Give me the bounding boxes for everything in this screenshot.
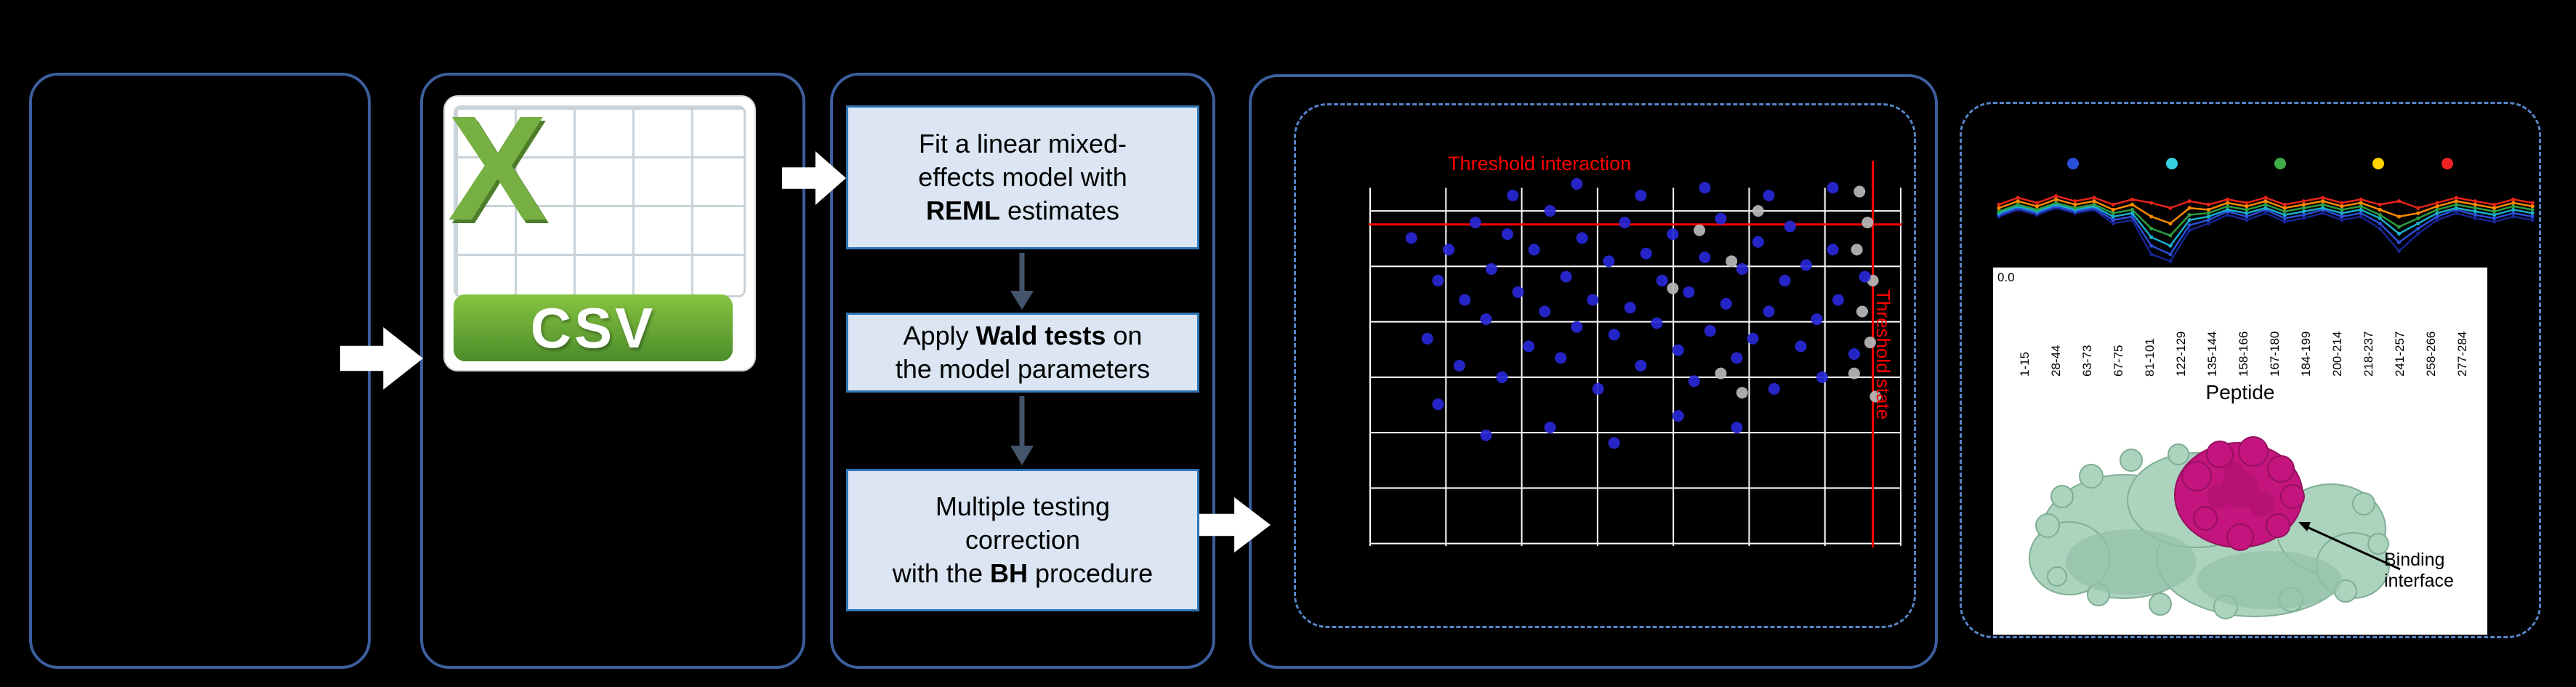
down-arrow-icon — [1010, 253, 1034, 310]
panel-results-scatter — [1249, 74, 1938, 669]
peptide-ticks: 1-15 28-44 63-73 67-75 81-101 122-129 135-144 1… — [2018, 331, 2469, 377]
step-wald-tests-box: Apply Wald tests on the model parameters — [846, 313, 1199, 393]
step-fit-reml-box: Fit a linear mixed-effects model with REM… — [846, 105, 1199, 249]
csv-file-icon: X CSV — [443, 87, 756, 371]
binding-interface-line1: Binding — [2384, 550, 2445, 570]
spreadsheet-grid — [454, 105, 746, 297]
peptide-axis-label: Peptide — [2205, 381, 2275, 403]
csv-banner: CSV — [454, 294, 733, 361]
threshold-state-label: Threshold state — [1872, 289, 1894, 420]
csv-label: CSV — [530, 295, 656, 360]
step-bh-correction-box: Multiple testing correction with the BH pr… — [846, 469, 1199, 611]
panel-stats-pipeline — [830, 73, 1215, 669]
scatter-plot — [1369, 161, 1902, 547]
excel-x-logo: X — [448, 85, 547, 252]
threshold-interaction-label: Threshold interaction — [1448, 153, 1632, 174]
binding-interface-line2: interface — [2384, 571, 2454, 591]
y-axis-tick: 0.0 — [1997, 270, 2015, 284]
csv-sheet: X CSV — [443, 87, 756, 371]
panel-input-data — [29, 73, 371, 669]
down-arrow-icon — [1010, 396, 1034, 465]
protein-structure-image — [2029, 436, 2390, 619]
uptake-plot — [1997, 158, 2535, 263]
binding-interface-label: Binding interface — [2384, 550, 2454, 592]
panel-peptide-mapping-dashed-border — [1960, 102, 2541, 638]
panel-csv-file — [420, 73, 805, 669]
scatter-group-dashed-border — [1294, 103, 1916, 628]
peptide-axis-area: 0.0 1-15 28-44 63-73 67-75 81-101 122-129 135-… — [1993, 268, 2487, 635]
